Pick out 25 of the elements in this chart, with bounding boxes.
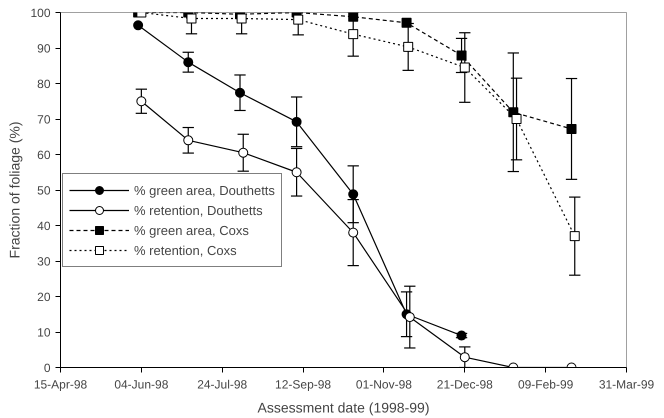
y-tick-label: 0: [44, 361, 51, 375]
x-tick-label: 31-Mar-99: [598, 378, 655, 392]
y-tick-label: 10: [37, 326, 51, 340]
y-tick-label: 100: [30, 6, 51, 20]
y-tick-label: 20: [37, 290, 51, 304]
y-axis-title: Fraction of foliage (%): [6, 122, 22, 258]
x-tick-label: 01-Nov-98: [356, 378, 412, 392]
y-tick-label: 70: [37, 112, 51, 126]
x-tick-label: 21-Dec-98: [436, 378, 494, 392]
x-axis-title: Assessment date (1998-99): [258, 400, 430, 416]
x-tick-label: 15-Apr-98: [34, 378, 88, 392]
x-tick-label: 12-Sep-98: [275, 378, 332, 392]
y-tick-label: 40: [37, 219, 51, 233]
y-tick-label: 80: [37, 77, 51, 91]
y-tick-label: 50: [37, 184, 51, 198]
y-tick-label: 90: [37, 42, 51, 56]
y-tick-label: 30: [37, 254, 51, 268]
legend-label: % green area, Coxs: [134, 222, 249, 238]
legend-label: % green area, Douthetts: [134, 182, 275, 198]
legend-label: % retention, Coxs: [134, 242, 237, 258]
x-tick-label: 04-Jun-98: [114, 378, 169, 392]
x-tick-label: 09-Feb-99: [518, 378, 574, 392]
legend-label: % retention, Douthetts: [134, 202, 263, 218]
x-tick-label: 24-Jul-98: [197, 378, 248, 392]
y-tick-label: 60: [37, 148, 51, 162]
